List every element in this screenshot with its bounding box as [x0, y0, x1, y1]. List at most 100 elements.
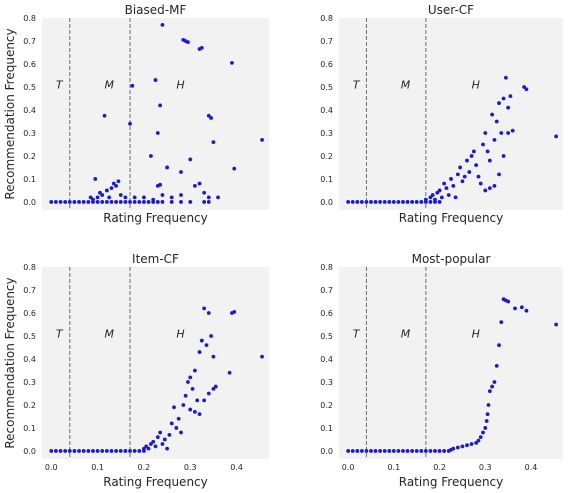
zone-label-t: T: [353, 328, 361, 341]
data-point: [100, 193, 105, 197]
data-point: [455, 445, 460, 450]
y-tick-label: 0.8: [320, 14, 333, 23]
data-point: [109, 186, 114, 191]
data-point: [554, 322, 559, 327]
data-point: [72, 449, 77, 453]
data-point: [490, 112, 495, 117]
data-point: [510, 128, 515, 133]
data-point: [387, 449, 392, 453]
data-point: [487, 186, 492, 191]
data-point: [151, 439, 156, 444]
data-point: [160, 442, 165, 446]
data-point: [169, 421, 174, 426]
y-axis-label: Recommendation Frequency: [3, 277, 17, 448]
data-point: [419, 200, 424, 204]
data-point: [95, 449, 100, 453]
data-point: [460, 444, 465, 449]
data-point: [487, 389, 492, 394]
data-point: [104, 188, 109, 193]
plot-background: [42, 18, 269, 210]
data-point: [116, 179, 121, 184]
data-point: [158, 182, 163, 187]
data-point: [483, 188, 488, 193]
data-point: [494, 363, 499, 368]
data-point: [130, 83, 135, 88]
x-tick-label: 0.2: [138, 463, 151, 472]
y-tick-label: 0.6: [320, 60, 333, 69]
data-point: [107, 195, 112, 200]
data-point: [72, 200, 77, 204]
y-tick-label: 0.7: [320, 37, 333, 46]
data-point: [63, 449, 68, 453]
plot-background: [339, 18, 563, 210]
data-point: [206, 195, 211, 200]
data-point: [63, 200, 68, 204]
panel-biased-mf: Biased-MF Recommendation Frequency Ratin…: [3, 3, 269, 225]
data-point: [144, 444, 149, 449]
data-point: [437, 200, 442, 204]
y-tick-label: 0.8: [23, 14, 36, 23]
data-point: [109, 449, 114, 453]
data-point: [458, 165, 463, 170]
data-point: [188, 157, 193, 162]
data-point: [387, 200, 392, 204]
data-point: [179, 193, 183, 197]
data-point: [114, 449, 119, 453]
data-point: [179, 170, 183, 174]
data-point: [433, 197, 437, 202]
data-point: [179, 200, 183, 204]
data-point: [81, 200, 86, 204]
data-point: [86, 449, 91, 453]
data-point: [211, 354, 216, 359]
data-point: [499, 320, 504, 325]
data-point: [195, 398, 200, 403]
x-tick-label: 0.4: [525, 463, 538, 472]
y-tick-label: 0.1: [23, 424, 36, 433]
data-point: [53, 449, 58, 453]
y-tick-label: 0.3: [320, 378, 333, 387]
data-point: [433, 449, 437, 453]
data-point: [414, 200, 419, 204]
data-point: [104, 449, 109, 453]
y-tick-label: 0.1: [23, 175, 36, 184]
panel-title: User-CF: [428, 3, 474, 17]
data-point: [497, 343, 501, 348]
x-axis-label: Rating Frequency: [103, 475, 208, 489]
y-tick-label: 0.1: [320, 175, 333, 184]
data-point: [142, 446, 146, 451]
data-point: [346, 200, 351, 204]
data-point: [401, 200, 405, 204]
data-point: [449, 177, 453, 181]
y-tick-label: 0.6: [23, 309, 36, 318]
data-point: [202, 190, 207, 195]
y-tick-label: 0.1: [320, 424, 333, 433]
data-point: [455, 172, 460, 177]
panel-title: Most-popular: [412, 252, 491, 266]
data-point: [506, 299, 511, 304]
data-point: [202, 200, 207, 204]
data-point: [364, 449, 369, 453]
data-point: [350, 449, 355, 453]
data-point: [469, 154, 474, 158]
data-point: [467, 170, 472, 174]
data-point: [469, 442, 474, 446]
x-tick-label: 0.1: [91, 463, 104, 472]
y-tick-label: 0.5: [320, 332, 333, 341]
data-point: [497, 101, 501, 105]
data-point: [77, 449, 81, 453]
zone-label-m: M: [401, 79, 411, 92]
data-point: [165, 446, 169, 451]
data-point: [93, 177, 98, 181]
data-point: [359, 449, 364, 453]
x-tick-label: 0.0: [342, 463, 355, 472]
data-point: [373, 449, 378, 453]
data-point: [227, 370, 232, 375]
data-point: [439, 195, 444, 200]
data-point: [169, 200, 174, 204]
data-point: [260, 354, 264, 359]
y-tick-label: 0.4: [320, 355, 333, 364]
data-point: [460, 179, 465, 184]
zone-label-h: H: [176, 79, 184, 92]
data-point: [492, 183, 497, 188]
